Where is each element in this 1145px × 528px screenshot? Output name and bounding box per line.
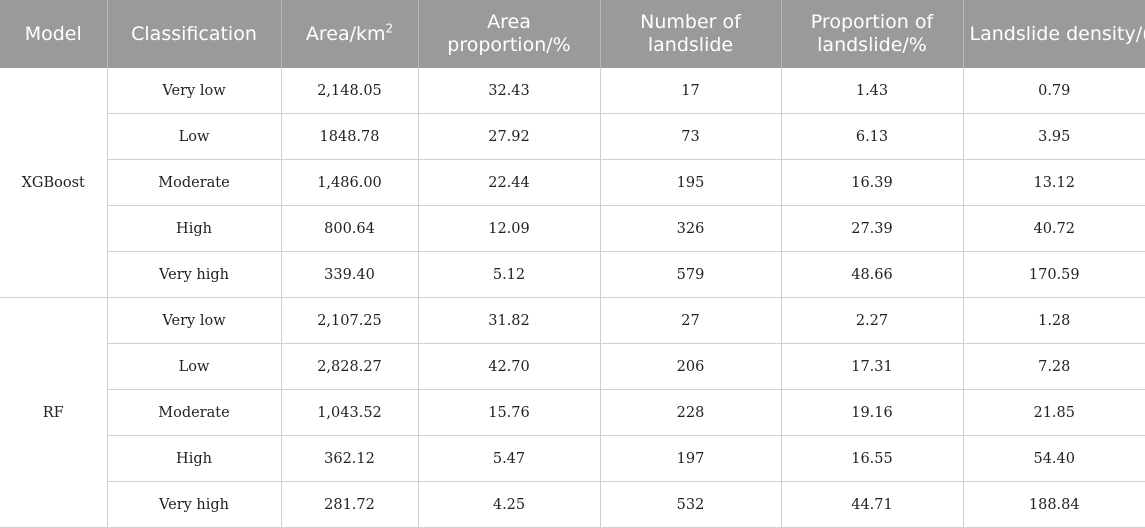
landslide-density-cell: 188.84 xyxy=(963,481,1145,528)
number-of-landslide-cell: 532 xyxy=(600,481,782,528)
classification-cell: Low xyxy=(107,343,282,390)
table-row: Very high 339.40 5.12 579 48.66 170.59 xyxy=(0,251,1145,298)
area-cell: 1848.78 xyxy=(281,113,419,160)
model-cell: RF xyxy=(0,297,108,528)
classification-cell: Very high xyxy=(107,481,282,528)
area-proportion-cell: 27.92 xyxy=(418,113,601,160)
proportion-of-landslide-cell: 17.31 xyxy=(781,343,964,390)
number-of-landslide-cell: 27 xyxy=(600,297,782,344)
table-body: XGBoost Very low 2,148.05 32.43 17 1.43 0.79 Lo… xyxy=(0,68,1145,528)
header-number-of-landslide: Number of landslide xyxy=(600,0,782,68)
proportion-of-landslide-cell: 44.71 xyxy=(781,481,964,528)
table-row: Low 1848.78 27.92 73 6.13 3.95 xyxy=(0,113,1145,160)
number-of-landslide-cell: 579 xyxy=(600,251,782,298)
area-proportion-cell: 42.70 xyxy=(418,343,601,390)
table-row: High 800.64 12.09 326 27.39 40.72 xyxy=(0,205,1145,252)
header-classification: Classification xyxy=(107,0,282,68)
table-row: XGBoost Very low 2,148.05 32.43 17 1.43 0.79 xyxy=(0,68,1145,298)
table-row: RF Very low 2,107.25 31.82 27 2.27 1.28 xyxy=(0,297,1145,528)
number-of-landslide-cell: 17 xyxy=(600,68,782,114)
area-cell: 800.64 xyxy=(281,205,419,252)
proportion-of-landslide-cell: 16.39 xyxy=(781,159,964,206)
table-row: Moderate 1,043.52 15.76 228 19.16 21.85 xyxy=(0,389,1145,436)
number-of-landslide-cell: 197 xyxy=(600,435,782,482)
table-row: Very high 281.72 4.25 532 44.71 188.84 xyxy=(0,481,1145,528)
area-cell: 339.40 xyxy=(281,251,419,298)
area-cell: 362.12 xyxy=(281,435,419,482)
header-proportion-of-landslide: Proportion of landslide/% xyxy=(781,0,964,68)
table-row: High 362.12 5.47 197 16.55 54.40 xyxy=(0,435,1145,482)
area-proportion-cell: 4.25 xyxy=(418,481,601,528)
landslide-density-cell: 21.85 xyxy=(963,389,1145,436)
landslide-density-cell: 54.40 xyxy=(963,435,1145,482)
area-proportion-cell: 15.76 xyxy=(418,389,601,436)
landslide-density-cell: 0.79 xyxy=(963,68,1145,114)
number-of-landslide-cell: 195 xyxy=(600,159,782,206)
model-cell: XGBoost xyxy=(0,68,108,298)
landslide-density-cell: 7.28 xyxy=(963,343,1145,390)
classification-cell: High xyxy=(107,435,282,482)
area-cell: 281.72 xyxy=(281,481,419,528)
area-proportion-cell: 12.09 xyxy=(418,205,601,252)
landslide-density-cell: 3.95 xyxy=(963,113,1145,160)
classification-cell: Moderate xyxy=(107,159,282,206)
proportion-of-landslide-cell: 48.66 xyxy=(781,251,964,298)
proportion-of-landslide-cell: 2.27 xyxy=(781,297,964,344)
number-of-landslide-cell: 206 xyxy=(600,343,782,390)
proportion-of-landslide-cell: 27.39 xyxy=(781,205,964,252)
landslide-density-cell: 1.28 xyxy=(963,297,1145,344)
area-proportion-cell: 22.44 xyxy=(418,159,601,206)
header-area: Area/km2 xyxy=(281,0,419,68)
landslide-density-cell: 13.12 xyxy=(963,159,1145,206)
classification-cell: Moderate xyxy=(107,389,282,436)
proportion-of-landslide-cell: 1.43 xyxy=(781,68,964,114)
classification-cell: Low xyxy=(107,113,282,160)
header-row: Model Classification Area/km2 Area propo… xyxy=(0,0,1145,68)
area-proportion-cell: 32.43 xyxy=(418,68,601,114)
area-proportion-cell: 31.82 xyxy=(418,297,601,344)
classification-cell: High xyxy=(107,205,282,252)
classification-cell: Very high xyxy=(107,251,282,298)
number-of-landslide-cell: 73 xyxy=(600,113,782,160)
table-row: Moderate 1,486.00 22.44 195 16.39 13.12 xyxy=(0,159,1145,206)
area-cell: 2,148.05 xyxy=(281,68,419,114)
area-cell: 1,043.52 xyxy=(281,389,419,436)
area-cell: 2,828.27 xyxy=(281,343,419,390)
classification-cell: Very low xyxy=(107,297,282,344)
classification-cell: Very low xyxy=(107,68,282,114)
number-of-landslide-cell: 326 xyxy=(600,205,782,252)
header-model: Model xyxy=(0,0,108,68)
landslide-density-cell: 40.72 xyxy=(963,205,1145,252)
header-area-proportion: Area proportion/% xyxy=(418,0,601,68)
area-proportion-cell: 5.12 xyxy=(418,251,601,298)
table-row: Low 2,828.27 42.70 206 17.31 7.28 xyxy=(0,343,1145,390)
landslide-density-cell: 170.59 xyxy=(963,251,1145,298)
area-cell: 2,107.25 xyxy=(281,297,419,344)
proportion-of-landslide-cell: 16.55 xyxy=(781,435,964,482)
area-cell: 1,486.00 xyxy=(281,159,419,206)
number-of-landslide-cell: 228 xyxy=(600,389,782,436)
proportion-of-landslide-cell: 19.16 xyxy=(781,389,964,436)
header-landslide-density: Landslide density/(ind/km2 xyxy=(963,0,1145,68)
proportion-of-landslide-cell: 6.13 xyxy=(781,113,964,160)
area-proportion-cell: 5.47 xyxy=(418,435,601,482)
